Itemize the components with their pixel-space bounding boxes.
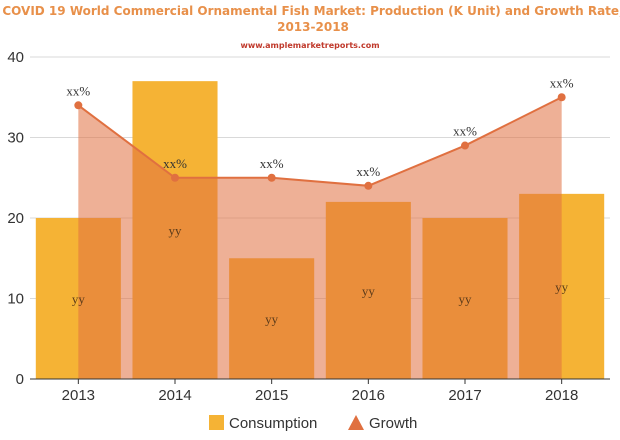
chart-title: COVID 19 World Commercial Ornamental Fis… [2,4,620,18]
growth-point-label: xx% [356,164,380,179]
x-tick-label: 2017 [448,387,481,404]
growth-point-label: xx% [550,75,574,90]
legend-growth-label: Growth [369,415,417,432]
legend-growth-swatch [348,415,364,430]
growth-point-label: xx% [66,83,90,98]
axes: 0 10 20 30 40 2013 2014 2015 2016 2017 2018 [7,49,610,404]
legend-consumption-label: Consumption [229,415,317,432]
y-tick-label: 30 [7,130,24,147]
y-tick-label: 40 [7,49,24,66]
y-tick-label: 10 [7,291,24,308]
legend: Consumption Growth [209,415,417,432]
consumption-bar-label: yy [265,312,279,327]
data-labels: yy yy yy yy yy yy xx% xx% xx% xx% xx% xx% [66,75,573,326]
growth-line [77,96,563,187]
legend-consumption-swatch [209,415,224,430]
growth-point [171,173,179,182]
growth-point-label: xx% [260,156,284,171]
consumption-bar-label: yy [169,223,183,238]
consumption-bar-label: yy [459,292,473,307]
x-tick-label: 2016 [352,387,385,404]
y-tick-label: 20 [7,210,24,227]
x-tick-label: 2013 [62,387,95,404]
x-tick-label: 2014 [158,387,191,404]
growth-point [267,173,276,182]
growth-point [364,181,373,190]
consumption-bar-label: yy [555,279,569,294]
growth-area [74,93,566,379]
growth-point-label: xx% [163,156,187,171]
growth-point-label: xx% [453,124,477,139]
growth-point [74,101,83,110]
chart-subtitle: www.amplemarketreports.com [240,41,379,50]
growth-point [461,141,469,150]
y-tick-label: 0 [16,371,24,388]
consumption-bar-label: yy [362,283,376,298]
growth-point [557,93,566,102]
x-tick-label: 2018 [545,387,578,404]
consumption-bar-label: yy [72,292,86,307]
chart-title-line-2: 2013-2018 [277,20,349,34]
growth-area-fill [78,97,562,379]
x-tick-label: 2015 [255,387,288,404]
